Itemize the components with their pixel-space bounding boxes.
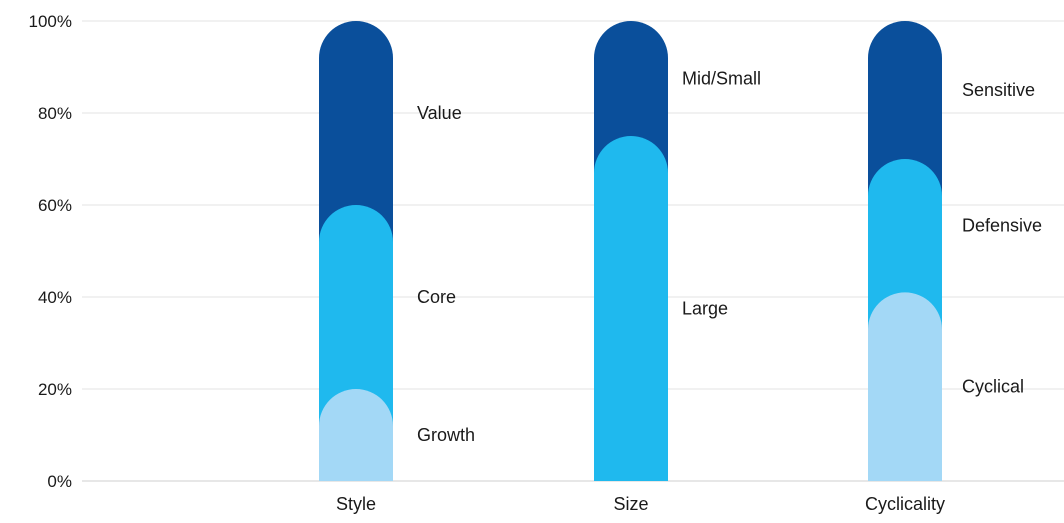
bar-segment-cyclical <box>868 292 942 481</box>
bar-segment-large <box>594 136 668 481</box>
segment-label-cyclical: Cyclical <box>962 377 1024 397</box>
label-layer: 0% 20% 40% 60% 80% 100% Value Core Growth Style Mi… <box>29 12 1043 514</box>
y-tick-label: 40% <box>38 288 72 307</box>
segment-label-mid-small: Mid/Small <box>682 69 761 89</box>
segment-label-value: Value <box>417 103 462 123</box>
y-tick-label: 0% <box>47 472 72 491</box>
segment-label-large: Large <box>682 299 728 319</box>
x-category-label: Size <box>613 494 648 514</box>
x-category-label: Style <box>336 494 376 514</box>
y-tick-label: 60% <box>38 196 72 215</box>
segment-label-core: Core <box>417 287 456 307</box>
bar-segment-growth <box>319 389 393 481</box>
y-tick-label: 20% <box>38 380 72 399</box>
bar-layer <box>319 21 942 481</box>
segment-label-sensitive: Sensitive <box>962 80 1035 100</box>
segment-label-defensive: Defensive <box>962 216 1042 236</box>
segment-label-growth: Growth <box>417 425 475 445</box>
x-category-label: Cyclicality <box>865 494 945 514</box>
y-tick-label: 80% <box>38 104 72 123</box>
y-tick-label: 100% <box>29 12 72 31</box>
